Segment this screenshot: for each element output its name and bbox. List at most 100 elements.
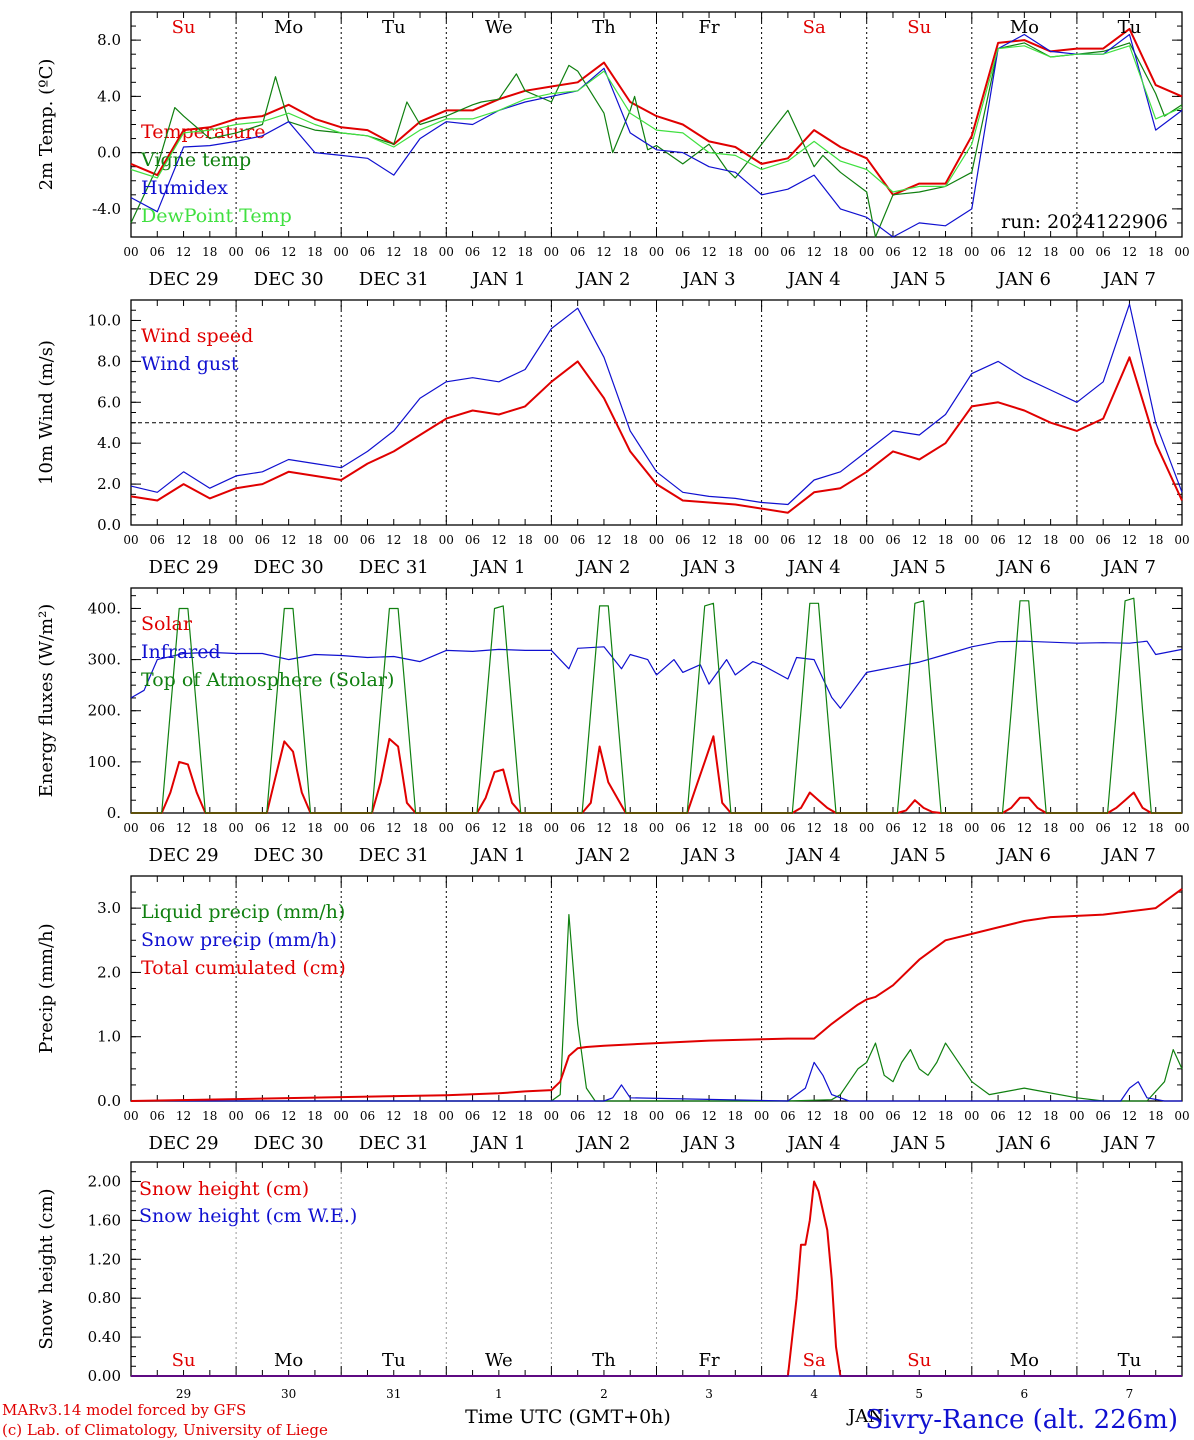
hour-tick-label: 06 (990, 821, 1005, 835)
day-of-week-label: We (485, 1350, 513, 1371)
hour-tick-label: 06 (150, 533, 165, 547)
x-axis-title: Time UTC (GMT+0h) (465, 1406, 671, 1428)
hour-tick-label: 12 (1122, 1109, 1137, 1123)
hour-tick-label: 12 (1122, 245, 1137, 259)
hour-tick-label: 12 (281, 1109, 296, 1123)
series-line-3 (130, 888, 1183, 1102)
date-label: DEC 31 (359, 1133, 429, 1154)
date-label: JAN 4 (786, 1133, 841, 1154)
date-label: JAN 3 (680, 845, 735, 866)
y-tick-label: 0.0 (97, 144, 121, 162)
hour-tick-label: 18 (307, 1109, 322, 1123)
series-line-3 (131, 597, 1182, 814)
hour-tick-label: 00 (123, 245, 138, 259)
hour-tick-label: 06 (150, 821, 165, 835)
hour-tick-label: 18 (412, 821, 427, 835)
legend-entry: Solar (141, 613, 193, 635)
date-label: DEC 31 (359, 557, 429, 578)
hour-tick-label: 06 (570, 1109, 585, 1123)
date-label: JAN 7 (1101, 1133, 1156, 1154)
y-tick-label: 0.0 (97, 516, 121, 534)
hour-tick-label: 06 (570, 821, 585, 835)
hour-tick-label: 00 (859, 821, 874, 835)
hour-tick-label: 06 (360, 821, 375, 835)
legend-entry: Snow height (cm) (139, 1178, 309, 1200)
day-of-week-label: Tu (382, 1350, 406, 1371)
legend-entry: DewPoint Temp (141, 205, 292, 227)
hour-tick-label: 06 (465, 533, 480, 547)
day-of-week-label: Mo (274, 1350, 303, 1371)
hour-tick-label: 00 (1069, 821, 1084, 835)
hour-tick-label: 12 (596, 245, 611, 259)
hour-tick-label: 18 (938, 821, 953, 835)
hour-tick-label: 12 (491, 1109, 506, 1123)
hour-tick-label: 00 (649, 821, 664, 835)
hour-tick-label: 00 (228, 1109, 243, 1123)
date-label: JAN 7 (1101, 557, 1156, 578)
date-label: JAN 1 (470, 845, 525, 866)
run-label: run: 2024122906 (1001, 211, 1168, 233)
date-label: DEC 29 (149, 1133, 219, 1154)
hour-tick-label: 12 (281, 821, 296, 835)
hour-tick-label: 00 (1174, 1109, 1189, 1123)
hour-tick-label: 18 (1148, 245, 1163, 259)
hour-tick-label: 12 (176, 821, 191, 835)
hour-tick-label: 06 (465, 1109, 480, 1123)
series-line-3 (130, 33, 1183, 238)
y-tick-label: 4.0 (97, 87, 121, 105)
hour-tick-label: 06 (885, 1109, 900, 1123)
legend-entry: Snow precip (mm/h) (141, 929, 337, 951)
hour-tick-label: 00 (334, 245, 349, 259)
hour-tick-label: 12 (386, 1109, 401, 1123)
hour-tick-label: 18 (202, 821, 217, 835)
hour-tick-label: 00 (439, 1109, 454, 1123)
date-label: JAN 4 (786, 845, 841, 866)
hour-tick-label: 00 (754, 1109, 769, 1123)
y-tick-label: -4.0 (92, 200, 121, 218)
hour-tick-label: 18 (1148, 1109, 1163, 1123)
hour-tick-label: 06 (990, 1109, 1005, 1123)
hour-tick-label: 06 (780, 533, 795, 547)
day-of-week-label: We (485, 17, 513, 38)
hour-tick-label: 00 (439, 245, 454, 259)
hour-tick-label: 18 (1148, 821, 1163, 835)
hour-tick-label: 18 (202, 533, 217, 547)
hour-tick-label: 06 (780, 245, 795, 259)
hour-tick-label: 12 (1017, 1109, 1032, 1123)
month-label: JAN (846, 1406, 884, 1427)
hour-tick-label: 06 (150, 245, 165, 259)
hour-tick-label: 12 (807, 1109, 822, 1123)
hour-tick-label: 12 (596, 821, 611, 835)
hour-tick-label: 00 (964, 533, 979, 547)
hour-tick-label: 12 (176, 1109, 191, 1123)
date-label: JAN 6 (996, 845, 1051, 866)
hour-tick-label: 18 (623, 821, 638, 835)
hour-tick-label: 12 (386, 533, 401, 547)
hour-tick-label: 00 (228, 821, 243, 835)
hour-tick-label: 00 (439, 533, 454, 547)
day-number-label: 5 (915, 1387, 923, 1401)
hour-tick-label: 06 (255, 533, 270, 547)
credit-line: MARv3.14 model forced by GFS (2, 1401, 246, 1419)
day-of-week-label: Su (172, 17, 196, 38)
y-tick-label: 10.0 (88, 311, 121, 329)
y-tick-label: 2.0 (97, 475, 121, 493)
legend-entry: Wind speed (141, 325, 253, 347)
hour-tick-label: 06 (465, 245, 480, 259)
y-tick-label: 2.0 (97, 963, 121, 981)
hour-tick-label: 06 (360, 245, 375, 259)
hour-tick-label: 06 (570, 245, 585, 259)
date-label: DEC 31 (359, 845, 429, 866)
panel-2: 0.0 2.0 4.0 6.0 8.0 10.0 10m Wind (m/s) Wind sp… (36, 299, 1190, 578)
hour-tick-label: 00 (754, 533, 769, 547)
hour-tick-label: 06 (780, 821, 795, 835)
legend-entry: Humidex (141, 177, 228, 199)
hour-tick-label: 12 (491, 533, 506, 547)
hour-tick-label: 12 (596, 1109, 611, 1123)
hour-tick-label: 06 (1096, 1109, 1111, 1123)
hour-tick-label: 00 (1069, 245, 1084, 259)
day-of-week-label: Tu (382, 17, 406, 38)
day-number-label: 2 (600, 1387, 608, 1401)
day-of-week-label: Fr (699, 1350, 720, 1371)
series-line-1 (130, 356, 1183, 514)
